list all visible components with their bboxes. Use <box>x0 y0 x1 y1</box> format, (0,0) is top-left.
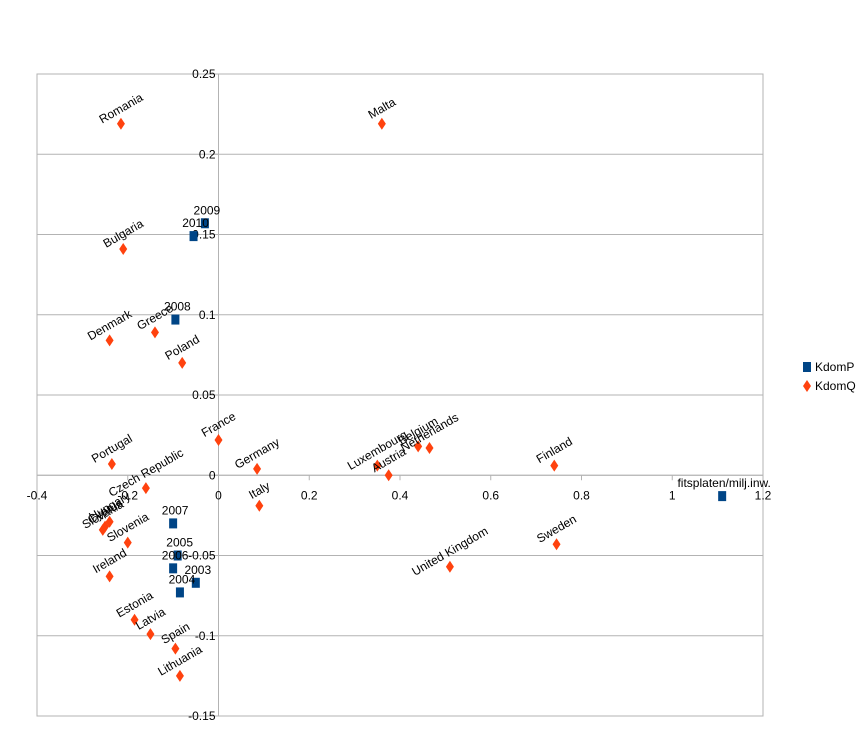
x-tick-label: 1.2 <box>755 488 772 502</box>
data-point <box>253 462 262 475</box>
data-point <box>123 536 132 549</box>
data-point <box>377 117 386 130</box>
y-tick-label: 0 <box>209 468 216 482</box>
data-point <box>116 117 125 130</box>
y-tick-label: 0.2 <box>199 147 216 161</box>
x-tick-label: 1 <box>669 488 676 502</box>
data-point <box>130 613 139 626</box>
x-tick-label: 0.8 <box>573 488 590 502</box>
data-point <box>175 669 184 682</box>
y-tick-label: 0.15 <box>192 228 216 242</box>
tick-labels: -0.4 -0.2 0 0.2 0.4 0.6 0.8 1 1.2 0.25 0.2 0.15 0.1 0… <box>27 67 772 723</box>
data-point <box>384 469 393 482</box>
data-point <box>175 587 184 598</box>
y-tick-label: -0.05 <box>188 549 216 563</box>
data-point <box>169 563 178 574</box>
x-tick-label: -0.2 <box>117 488 138 502</box>
data-point <box>445 560 454 573</box>
data-label: 2004 <box>169 572 196 586</box>
data-point <box>189 231 198 242</box>
legend: KdomP KdomQ <box>803 360 856 393</box>
legend-marker <box>803 380 811 392</box>
legend-marker <box>803 362 811 372</box>
legend-label: KdomQ <box>815 379 856 393</box>
data-point <box>414 440 423 453</box>
legend-label: KdomP <box>815 360 854 374</box>
data-point <box>141 482 150 495</box>
data-point <box>169 518 178 529</box>
data-point <box>105 570 114 583</box>
data-point <box>105 334 114 347</box>
y-tick-label: 0.1 <box>199 308 216 322</box>
data-marks <box>98 117 727 682</box>
data-label: 2006 <box>162 548 189 562</box>
plot-area-frame <box>36 73 764 717</box>
data-label: 2009 <box>194 203 221 217</box>
data-point <box>98 523 107 536</box>
y-tick-label: -0.15 <box>188 709 216 723</box>
data-point <box>146 628 155 641</box>
x-tick-label: 0.6 <box>482 488 499 502</box>
data-label: 2008 <box>164 300 191 314</box>
data-point <box>200 218 209 229</box>
x-tick-label: -0.4 <box>27 488 48 502</box>
data-point <box>171 642 180 655</box>
data-point <box>214 433 223 446</box>
data-point <box>550 459 559 472</box>
data-point <box>150 326 159 339</box>
data-point <box>718 491 727 502</box>
x-tick-label: 0.2 <box>301 488 318 502</box>
data-point <box>255 499 264 512</box>
data-point <box>425 441 434 454</box>
data-label: fitsplaten/milj.inw. <box>677 476 770 490</box>
x-tick-label: 0.4 <box>392 488 409 502</box>
y-tick-label: 0.25 <box>192 67 216 81</box>
data-point <box>107 458 116 471</box>
data-label: 2010 <box>182 216 209 230</box>
data-label: 2005 <box>166 536 193 550</box>
data-point <box>119 242 128 255</box>
axes <box>36 73 764 717</box>
y-tick-label: -0.1 <box>195 629 216 643</box>
data-point <box>373 459 382 472</box>
data-label: 2007 <box>162 503 189 517</box>
x-tick-label: 0 <box>215 488 222 502</box>
data-label: 2003 <box>184 563 211 577</box>
data-point <box>552 538 561 551</box>
data-point <box>178 356 187 369</box>
data-point <box>191 577 200 588</box>
data-point <box>173 550 182 561</box>
y-tick-label: 0.05 <box>192 388 216 402</box>
data-point <box>171 314 180 325</box>
